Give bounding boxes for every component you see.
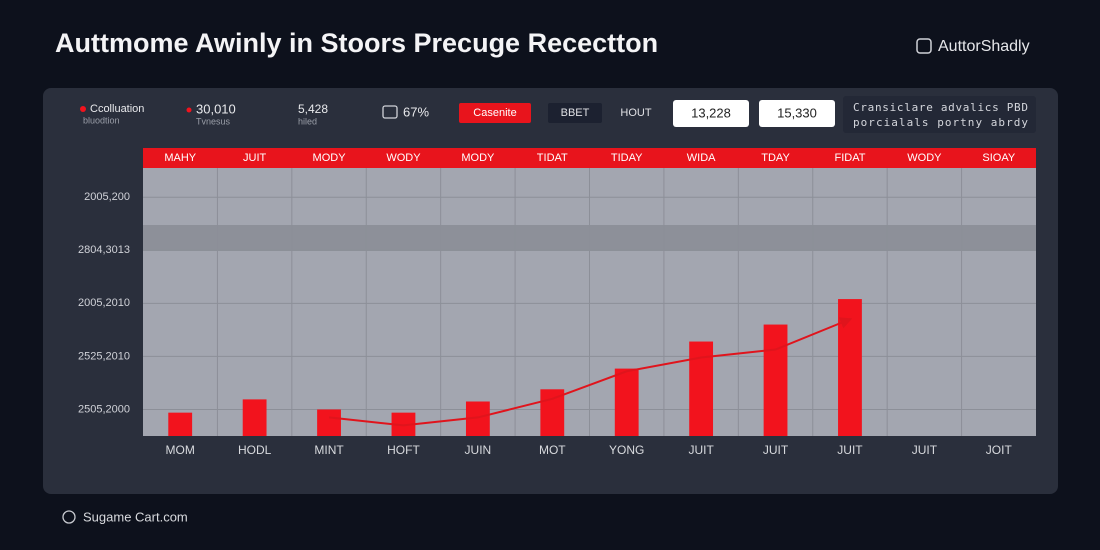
x-tick-label: JUIT	[763, 443, 789, 457]
x-tick-label: HOFT	[387, 443, 420, 457]
x-tick-label: JUIT	[688, 443, 714, 457]
bar	[242, 399, 267, 436]
brand-icon	[916, 38, 932, 54]
y-tick-label: 2525,2010	[78, 350, 130, 362]
stat-icon	[382, 105, 398, 119]
column-header: JUIT	[243, 152, 267, 164]
bar	[465, 401, 490, 436]
bar	[317, 409, 341, 436]
column-header: WODY	[386, 152, 421, 164]
x-tick-label: HODL	[238, 443, 272, 457]
stat-value: Ccolluation	[90, 103, 144, 115]
x-tick-label: YONG	[609, 443, 644, 457]
column-header: SIOAY	[982, 152, 1015, 164]
column-header: TIDAY	[611, 152, 643, 164]
stat-label: hiled	[298, 116, 317, 126]
stat-value: 67%	[403, 104, 429, 119]
footer-text: Sugame Cart.com	[83, 509, 188, 524]
y-tick-label: 2804,3013	[78, 244, 130, 256]
x-tick-label: JUIT	[912, 443, 938, 457]
stat-value: 5,428	[298, 102, 328, 116]
x-tick-label: MINT	[314, 443, 344, 457]
bar	[689, 341, 714, 436]
input-value[interactable]: 15,330	[777, 105, 817, 120]
column-header: TDAY	[761, 152, 790, 164]
input[interactable]	[759, 100, 835, 127]
stat-label: bluodtion	[83, 115, 120, 125]
legend-line: Cransiclare advalics PBD	[853, 101, 1028, 114]
x-tick-label: JUIT	[837, 443, 863, 457]
bar	[763, 324, 788, 436]
button[interactable]	[459, 103, 531, 123]
column-header: MODY	[461, 152, 495, 164]
y-tick-label: 2005,2010	[78, 297, 130, 309]
legend-line: porcialals portny abrdy	[853, 116, 1028, 129]
x-tick-label: MOM	[166, 443, 195, 457]
bar	[614, 368, 639, 436]
brand: AuttorShadly	[938, 38, 1030, 55]
input[interactable]	[673, 100, 749, 127]
column-header: MODY	[313, 152, 347, 164]
trend-line	[328, 317, 853, 427]
x-tick-label: JOIT	[986, 443, 1013, 457]
y-tick-label: 2505,2000	[78, 403, 130, 415]
bar	[168, 412, 193, 436]
legend-box	[843, 96, 1036, 133]
y-tick-label: 2005,200	[84, 191, 130, 203]
stat-dot	[80, 106, 86, 112]
x-tick-label: MOT	[539, 443, 566, 457]
button[interactable]	[548, 103, 602, 123]
column-header: WIDA	[687, 152, 716, 164]
bar	[391, 412, 416, 436]
bar	[838, 299, 862, 436]
button-label[interactable]: Casenite	[473, 107, 516, 119]
stat-dot	[186, 107, 192, 113]
column-header: TIDAT	[537, 152, 568, 164]
footer-icon	[62, 510, 76, 524]
column-header: WODY	[907, 152, 942, 164]
x-tick-label: JUIN	[465, 443, 492, 457]
plot: 2505,2000 2525,2010 2005,2010 2804,3013 2005…	[78, 152, 1036, 457]
column-header-row	[143, 148, 1036, 168]
input-value[interactable]: 13,228	[691, 105, 731, 120]
button-label[interactable]: HOUT	[620, 107, 651, 119]
button-label[interactable]: BBET	[561, 107, 590, 119]
page-title: Auttmome Awinly in Stoors Precuge Recect…	[55, 28, 658, 58]
stat-label: Tvnesus	[196, 116, 231, 126]
column-header: FIDAT	[834, 152, 865, 164]
column-header: MAHY	[164, 152, 196, 164]
stat-value: 30,010	[196, 101, 236, 116]
